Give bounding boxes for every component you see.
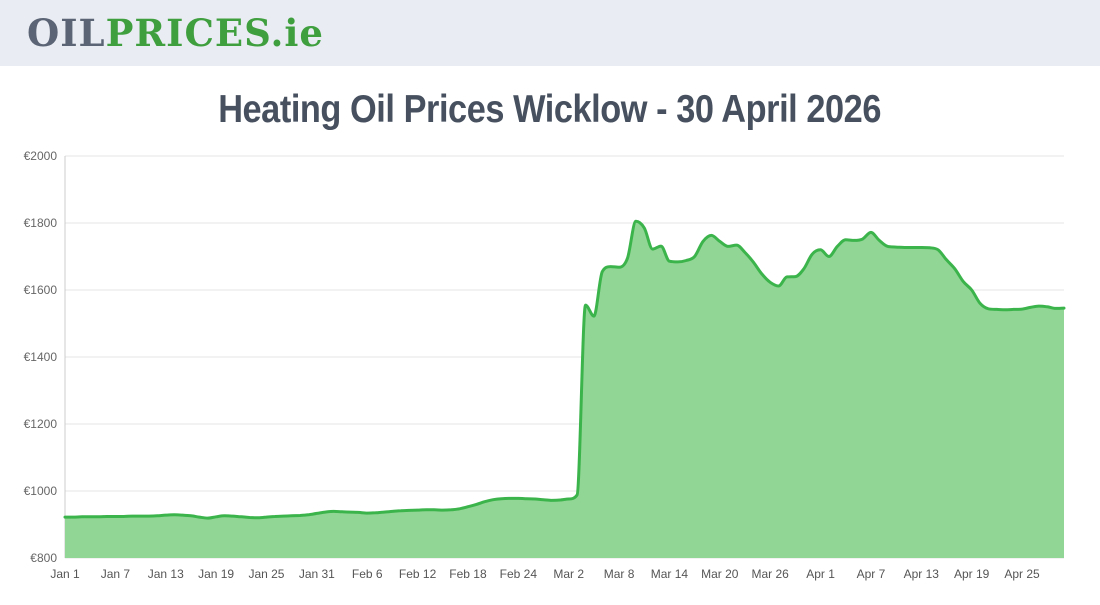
x-axis-label: Apr 19 (954, 567, 990, 581)
x-axis-label: Feb 12 (399, 567, 437, 581)
x-axis-label: Jan 19 (198, 567, 234, 581)
logo-tld-text: .ie (270, 10, 324, 55)
y-axis-label: €1800 (24, 216, 58, 230)
price-line (63, 219, 1066, 520)
y-axis-label: €1600 (24, 283, 58, 297)
page-title: Heating Oil Prices Wicklow - 30 April 20… (218, 88, 882, 131)
x-axis-label: Mar 8 (604, 567, 635, 581)
x-axis-label: Jan 31 (299, 567, 335, 581)
x-axis-label: Jan 7 (101, 567, 131, 581)
logo-oil-text: OIL (27, 10, 106, 55)
y-axis-label: €2000 (24, 149, 58, 163)
x-axis-label: Feb 24 (500, 567, 538, 581)
x-axis-label: Mar 14 (651, 567, 689, 581)
x-axis-label: Apr 1 (806, 567, 835, 581)
x-axis-label: Jan 1 (50, 567, 80, 581)
x-axis-label: Jan 25 (248, 567, 284, 581)
x-axis-label: Apr 25 (1004, 567, 1040, 581)
x-axis-label: Apr 7 (857, 567, 886, 581)
y-axis-label: €1400 (24, 350, 58, 364)
y-axis-label: €1200 (24, 417, 58, 431)
x-axis-label: Apr 13 (904, 567, 940, 581)
x-axis-label: Mar 2 (553, 567, 584, 581)
x-axis-label: Feb 18 (449, 567, 487, 581)
logo-prices-text: PRICES (105, 10, 271, 55)
y-axis-label: €1000 (24, 484, 58, 498)
x-axis-label: Jan 13 (148, 567, 184, 581)
site-logo[interactable]: OILPRICES.ie (27, 14, 324, 52)
price-area-fill (65, 221, 1064, 559)
x-axis-label: Feb 6 (352, 567, 383, 581)
y-axis-label: €800 (30, 551, 57, 565)
site-header: OILPRICES.ie (0, 0, 1100, 66)
x-axis-label: Mar 20 (701, 567, 739, 581)
page-title-wrap: Heating Oil Prices Wicklow - 30 April 20… (0, 88, 1100, 132)
x-axis-label: Mar 26 (751, 567, 789, 581)
